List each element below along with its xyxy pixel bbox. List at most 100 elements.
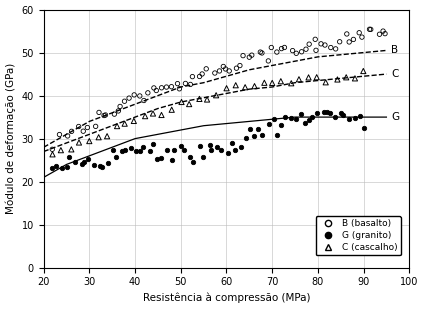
Point bbox=[58, 148, 64, 153]
Point bbox=[186, 102, 192, 107]
Point bbox=[99, 165, 106, 170]
Point bbox=[269, 80, 276, 85]
Point bbox=[196, 74, 203, 79]
Point bbox=[326, 110, 333, 115]
Point bbox=[169, 158, 176, 163]
Point bbox=[121, 99, 128, 104]
Point bbox=[268, 45, 275, 50]
Point bbox=[246, 55, 253, 60]
Point bbox=[308, 115, 315, 120]
Point bbox=[151, 86, 157, 91]
Point bbox=[243, 135, 249, 140]
Point bbox=[220, 64, 227, 69]
Point bbox=[137, 94, 143, 99]
Point bbox=[187, 82, 194, 87]
Point bbox=[119, 148, 126, 153]
Text: G: G bbox=[391, 112, 399, 122]
Point bbox=[91, 163, 98, 168]
Point bbox=[361, 125, 368, 130]
Point bbox=[313, 111, 320, 116]
Point bbox=[196, 143, 203, 148]
Point bbox=[64, 133, 71, 138]
Point bbox=[204, 97, 210, 102]
Point bbox=[164, 147, 171, 152]
Point bbox=[117, 104, 123, 109]
Point bbox=[177, 143, 184, 148]
Point bbox=[288, 81, 295, 86]
Point bbox=[149, 142, 156, 147]
Point bbox=[217, 147, 224, 152]
Point bbox=[343, 32, 350, 36]
Point bbox=[281, 45, 288, 50]
Point bbox=[75, 140, 82, 145]
Point bbox=[293, 51, 300, 56]
Point bbox=[258, 133, 265, 138]
Point bbox=[312, 48, 319, 53]
Point bbox=[380, 29, 387, 34]
Point bbox=[345, 116, 352, 121]
Point bbox=[105, 161, 112, 166]
Point bbox=[233, 66, 240, 71]
Point bbox=[240, 53, 246, 58]
Point bbox=[376, 32, 383, 37]
Point bbox=[68, 147, 75, 152]
Point bbox=[332, 46, 339, 51]
Point bbox=[189, 74, 196, 79]
Point bbox=[100, 113, 107, 118]
Point bbox=[128, 145, 134, 150]
Point bbox=[203, 66, 209, 71]
Point bbox=[206, 143, 213, 148]
Point bbox=[318, 41, 324, 46]
Point bbox=[168, 84, 175, 89]
Point bbox=[282, 114, 289, 119]
Point bbox=[110, 147, 117, 152]
Point bbox=[216, 69, 223, 74]
Point bbox=[367, 27, 374, 32]
Text: C: C bbox=[391, 69, 399, 79]
Point bbox=[158, 85, 165, 90]
Point bbox=[254, 127, 261, 132]
Point bbox=[322, 80, 329, 85]
Point bbox=[49, 147, 56, 152]
Point bbox=[324, 109, 331, 114]
Point bbox=[360, 69, 367, 74]
Point bbox=[176, 86, 183, 91]
Point bbox=[95, 110, 102, 115]
Point bbox=[78, 162, 85, 167]
Point bbox=[163, 85, 170, 90]
Point bbox=[190, 160, 197, 165]
Point bbox=[115, 108, 122, 113]
Point bbox=[321, 110, 327, 115]
Point bbox=[168, 107, 175, 112]
Point bbox=[296, 77, 302, 82]
Point bbox=[257, 50, 264, 55]
Point bbox=[121, 121, 128, 126]
Point bbox=[270, 117, 277, 122]
Point bbox=[289, 48, 296, 53]
Point bbox=[327, 45, 334, 50]
Point bbox=[145, 90, 151, 95]
Point bbox=[187, 155, 194, 160]
Point bbox=[259, 50, 265, 55]
Point bbox=[140, 98, 147, 103]
Point bbox=[59, 165, 66, 170]
Point bbox=[158, 112, 165, 117]
Point bbox=[298, 49, 305, 54]
Point bbox=[278, 46, 285, 51]
Point bbox=[288, 116, 295, 121]
Point bbox=[274, 132, 281, 137]
Point bbox=[199, 71, 206, 76]
Point bbox=[265, 58, 272, 63]
Point bbox=[293, 116, 300, 121]
Point bbox=[174, 81, 181, 86]
Point bbox=[131, 92, 138, 97]
Point bbox=[112, 155, 119, 160]
Point bbox=[213, 145, 220, 150]
Point bbox=[251, 84, 258, 89]
Point bbox=[200, 154, 206, 159]
Point bbox=[321, 43, 328, 48]
Point bbox=[366, 27, 373, 32]
Point bbox=[114, 124, 120, 129]
Point bbox=[351, 76, 358, 81]
Point bbox=[137, 148, 143, 153]
